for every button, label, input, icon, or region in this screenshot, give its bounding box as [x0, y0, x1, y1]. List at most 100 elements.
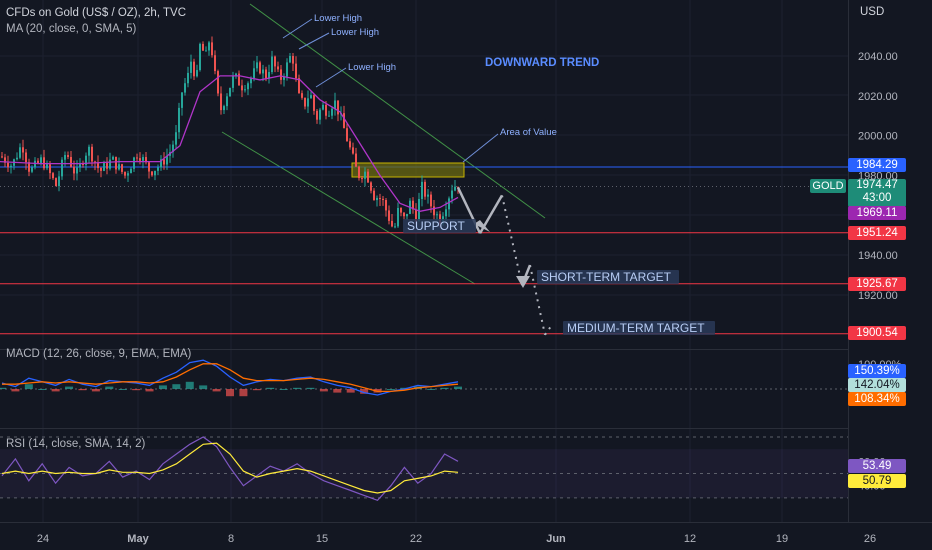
candle-body — [16, 157, 18, 160]
candle-body — [334, 100, 336, 109]
area-of-value-label: Area of Value — [500, 127, 557, 138]
forecast-segment — [456, 186, 482, 234]
candle-body — [190, 61, 192, 73]
macd-histogram-bar — [239, 389, 248, 397]
candle-body — [184, 83, 186, 93]
candle-body — [397, 208, 399, 227]
macd-histogram-bar — [293, 387, 302, 389]
candle-body — [58, 176, 60, 187]
candle-body — [34, 160, 36, 168]
macd-legend[interactable]: MACD (12, 26, close, 9, EMA, EMA) — [6, 348, 192, 360]
candle-body — [163, 159, 165, 165]
candle-body — [1, 156, 3, 158]
macd-histogram-bar — [252, 389, 261, 391]
medium-target-label: MEDIUM-TERM TARGET — [567, 321, 705, 335]
candle-body — [322, 104, 324, 110]
time-axis[interactable]: 24 May 8 15 22 Jun 12 19 26 — [37, 533, 876, 545]
support-label-box — [403, 219, 476, 233]
candle-body — [73, 166, 75, 174]
candle-body — [79, 163, 81, 168]
candle-body — [436, 214, 438, 216]
candle-body — [49, 164, 51, 174]
date-tick-label: 22 — [410, 533, 422, 545]
price-axis[interactable]: 2040.002020.002000.001980.001960.001940.… — [849, 0, 932, 522]
macd-histogram-bar — [440, 387, 449, 389]
candle-body — [445, 209, 447, 217]
candle-body — [379, 197, 381, 199]
candle-body — [175, 132, 177, 145]
bar-countdown: 43:00 — [862, 192, 892, 204]
callout-line — [462, 133, 499, 163]
candle-body — [4, 157, 6, 163]
candle-body — [118, 164, 120, 170]
candle-body — [52, 173, 54, 179]
macd-histogram-bar — [24, 384, 33, 389]
candle-body — [388, 210, 390, 221]
macd-histogram-bar — [266, 387, 275, 389]
candle-body — [391, 220, 393, 227]
channel-upper-line — [249, 3, 546, 219]
medium-target-price-badge: 1900.54 — [848, 326, 906, 340]
macd-histogram-bar — [11, 389, 20, 392]
candle-body — [235, 73, 237, 76]
candle-body — [61, 159, 63, 177]
candle-body — [202, 43, 204, 51]
candle-body — [100, 168, 102, 171]
candle-body — [427, 194, 429, 197]
candle-body — [130, 168, 132, 174]
macd-histogram-bar — [38, 389, 47, 390]
macd-pane — [0, 359, 848, 397]
candle-body — [121, 164, 123, 172]
candle-body — [94, 161, 96, 163]
candle-body — [247, 83, 249, 90]
candle-body — [382, 198, 384, 201]
candle-body — [124, 171, 126, 176]
candle-body — [178, 107, 180, 133]
date-tick-label: May — [127, 533, 149, 545]
rsi-legend[interactable]: RSI (14, close, SMA, 14, 2) — [6, 438, 146, 450]
descending-channel — [221, 3, 546, 285]
signal-value-badge: 108.34% — [848, 392, 906, 406]
candle-body — [70, 156, 72, 167]
ticker-tag: GOLD — [810, 179, 846, 193]
macd-histogram-bar — [333, 389, 342, 393]
candle-body — [19, 147, 21, 158]
candle-body — [166, 155, 168, 165]
forecast-arrows — [456, 186, 553, 336]
candle-body — [328, 115, 330, 117]
candle-body — [154, 170, 156, 176]
macd-histogram-bar — [199, 385, 208, 389]
candle-body — [274, 56, 276, 67]
macd-value-badge: 150.39% — [848, 364, 906, 378]
candle-body — [343, 113, 345, 129]
candle-body — [307, 98, 309, 107]
candle-body — [304, 97, 306, 107]
price-tick-label: 1940.00 — [858, 250, 898, 262]
candle-body — [142, 157, 144, 161]
candle-body — [403, 212, 405, 217]
candle-body — [208, 42, 210, 51]
candle-body — [376, 197, 378, 201]
candle-body — [373, 190, 375, 201]
date-tick-label: 15 — [316, 533, 328, 545]
candle-body — [298, 78, 300, 94]
macd-histogram-bar — [158, 385, 167, 389]
candle-body — [310, 95, 312, 99]
macd-histogram-bar — [454, 386, 462, 389]
candle-body — [292, 56, 294, 64]
candle-body — [31, 167, 33, 172]
candle-body — [145, 157, 147, 163]
short-target-label: SHORT-TERM TARGET — [541, 270, 672, 284]
ma-legend[interactable]: MA (20, close, 0, SMA, 5) — [6, 23, 137, 35]
candle-body — [448, 198, 450, 210]
candle-body — [157, 167, 159, 171]
candle-body — [148, 162, 150, 172]
candle-body — [358, 166, 360, 179]
candle-body — [55, 178, 57, 187]
candle-body — [127, 173, 129, 176]
candle-body — [415, 209, 417, 222]
histogram-value-badge: 142.04% — [848, 378, 906, 392]
candle-body — [85, 155, 87, 165]
macd-histogram-bar — [91, 389, 100, 392]
